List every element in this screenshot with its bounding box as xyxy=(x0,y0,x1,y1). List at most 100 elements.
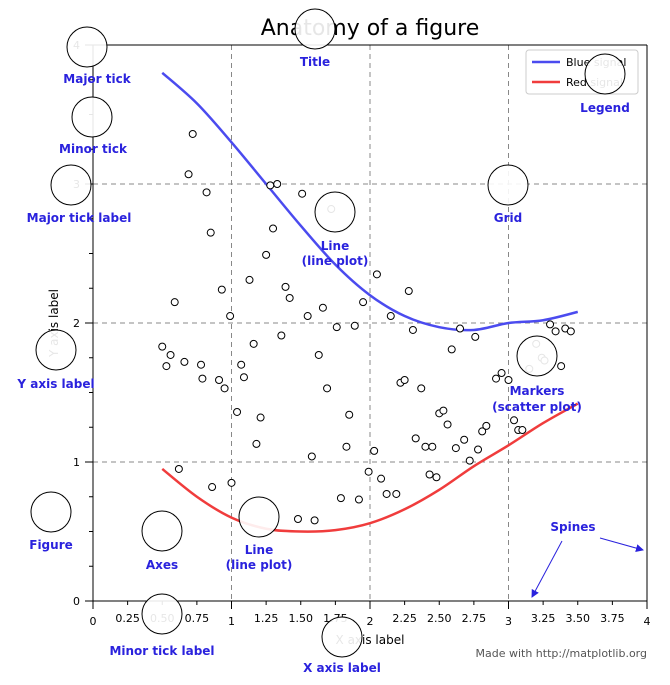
annotation-line-top-1: Line xyxy=(321,239,349,253)
footer-credit: Made with http://matplotlib.org xyxy=(476,647,648,660)
spines-arrow-right xyxy=(599,537,644,552)
scatter-point xyxy=(298,189,307,198)
x-major-tick-label: 0 xyxy=(90,615,97,628)
scatter-point xyxy=(226,312,235,321)
scatter-point xyxy=(158,342,167,351)
scatter-point xyxy=(354,495,363,504)
x-major-tick-label: 4 xyxy=(644,615,651,628)
scatter-point xyxy=(184,170,193,179)
scatter-point xyxy=(382,489,391,498)
scatter-point xyxy=(425,470,434,479)
scatter-point xyxy=(245,275,254,284)
x-minor-tick-label: 0.25 xyxy=(115,612,140,625)
chart-title: Anatomy of a figure xyxy=(261,16,480,41)
annotation-circle-x-axis-label xyxy=(321,616,363,658)
scatter-point xyxy=(197,360,206,369)
annotation-circle-title xyxy=(294,8,336,50)
annotation-circle-legend xyxy=(584,53,626,95)
scatter-point xyxy=(198,374,207,383)
x-minor-tick-label: 2.25 xyxy=(392,612,417,625)
annotation-circle-major-tick-label xyxy=(50,164,92,206)
scatter-point xyxy=(557,362,566,371)
scatter-point xyxy=(510,416,519,425)
scatter-point xyxy=(307,452,316,461)
annotation-x-axis-label: X axis label xyxy=(303,661,381,675)
spines-arrow-bottom xyxy=(531,540,563,598)
scatter-point xyxy=(227,478,236,487)
scatter-point xyxy=(451,444,460,453)
annotation-circle-major-tick xyxy=(66,26,108,68)
scatter-point xyxy=(474,445,483,454)
axes: 012340.250.500.751.251.501.752.252.502.7… xyxy=(73,39,651,628)
scatter-point xyxy=(471,332,480,341)
annotation-title: Title xyxy=(300,55,330,69)
scatter-point xyxy=(386,312,395,321)
scatter-point xyxy=(465,456,474,465)
annotation-circle-minor-tick-label xyxy=(141,593,183,635)
scatter-point xyxy=(482,421,491,430)
scatter-point xyxy=(285,293,294,302)
scatter-point xyxy=(269,224,278,233)
y-major-tick-label: 1 xyxy=(73,456,80,469)
scatter-point xyxy=(518,426,527,435)
annotation-major-tick-label: Major tick label xyxy=(27,211,132,225)
annotation-minor-tick: Minor tick xyxy=(59,142,128,156)
annotation-y-axis-label: Y axis label xyxy=(16,377,94,391)
annotation-grid: Grid xyxy=(494,211,522,225)
annotation-circle-minor-tick xyxy=(71,96,113,138)
scatter-point xyxy=(237,360,246,369)
scatter-point xyxy=(323,384,332,393)
scatter-point xyxy=(273,180,282,188)
scatter-point xyxy=(400,375,409,384)
scatter-point xyxy=(408,325,417,334)
scatter-point xyxy=(421,442,430,451)
annotation-labels: Major tick Minor tick Major tick label Y… xyxy=(16,55,629,675)
scatter-point xyxy=(281,282,290,291)
scatter-point xyxy=(370,446,379,455)
scatter-point xyxy=(372,270,381,279)
scatter-point xyxy=(411,434,420,443)
annotation-major-tick: Major tick xyxy=(63,72,131,86)
scatter-point xyxy=(443,420,452,429)
annotation-line-bottom-2: (line plot) xyxy=(226,558,293,572)
scatter-point xyxy=(314,350,323,359)
x-minor-tick-label: 2.50 xyxy=(427,612,452,625)
scatter-point xyxy=(497,369,506,378)
annotation-circle-grid xyxy=(487,164,529,206)
scatter-point xyxy=(233,407,242,416)
scatter-point xyxy=(447,345,456,354)
scatter-point xyxy=(188,129,197,138)
scatter-point xyxy=(377,474,386,483)
annotation-spines: Spines xyxy=(550,520,595,534)
scatter-point xyxy=(551,327,560,336)
scatter-point xyxy=(359,298,368,307)
scatter-point xyxy=(404,287,413,296)
annotation-circle-line-top xyxy=(314,191,356,233)
scatter-point xyxy=(417,384,426,393)
x-minor-tick-label: 1.25 xyxy=(254,612,279,625)
scatter-point xyxy=(215,375,224,384)
x-minor-tick-label: 0.75 xyxy=(185,612,210,625)
scatter-point xyxy=(478,427,487,436)
annotation-circles xyxy=(30,8,626,658)
scatter-point xyxy=(342,442,351,451)
y-major-tick-label: 0 xyxy=(73,595,80,608)
y-major-tick-label: 2 xyxy=(73,317,80,330)
annotation-circle-line-bottom xyxy=(238,496,280,538)
scatter-point xyxy=(202,188,211,197)
scatter-point xyxy=(256,413,265,422)
annotation-figure: Figure xyxy=(29,538,73,552)
scatter-point xyxy=(546,320,555,329)
annotation-axes: Axes xyxy=(146,558,178,572)
scatter-point xyxy=(318,303,327,312)
scatter-point xyxy=(266,181,275,190)
scatter-point xyxy=(345,410,354,419)
scatter-point xyxy=(428,442,437,451)
scatter-point xyxy=(332,323,341,332)
x-minor-tick-label: 3.25 xyxy=(531,612,556,625)
x-major-tick-label: 3 xyxy=(505,615,512,628)
scatter-point xyxy=(460,435,469,444)
scatter-point xyxy=(364,467,373,476)
scatter-point xyxy=(162,362,171,371)
